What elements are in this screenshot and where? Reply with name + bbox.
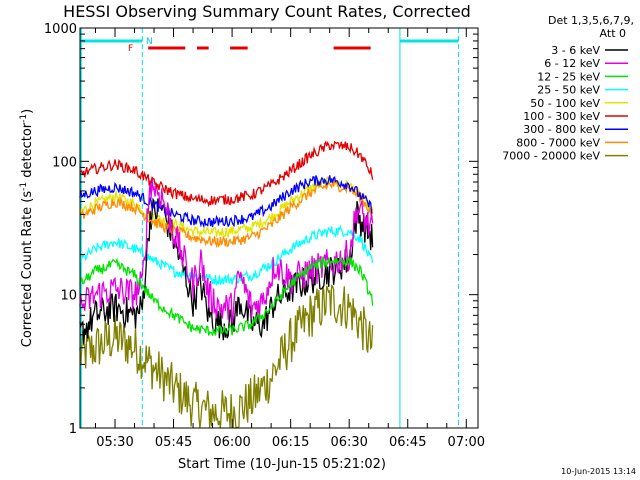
y-axis-label: Corrected Count Rate (s-1 detector-1) xyxy=(19,109,35,347)
legend-label-4: 50 - 100 keV xyxy=(530,97,600,110)
x-tick-label-1: 05:45 xyxy=(155,435,192,450)
series-line-5 xyxy=(79,255,374,336)
y-axis-label-end: ) xyxy=(20,109,35,114)
x-tick-label-4: 06:30 xyxy=(330,435,367,450)
series-line-6 xyxy=(79,177,374,324)
plot-frame xyxy=(79,27,479,429)
y-axis-label-mid: detector xyxy=(20,122,35,182)
legend-header-1: Det 1,3,5,6,7,9, xyxy=(548,14,634,27)
y-axis-label-sup2: -1 xyxy=(19,114,29,123)
y-tick-label-3: 1000 xyxy=(44,22,77,37)
plot-axes: 1 10 100 1000 05:30 05:45 06:00 06:15 06:30 06:45… xyxy=(44,22,485,450)
night-flag-label: N xyxy=(146,37,153,47)
flare-flag-label: F xyxy=(128,44,133,54)
x-tick-label-0: 05:30 xyxy=(96,435,133,450)
legend-label-1: 6 - 12 keV xyxy=(544,57,600,70)
legend-header-2: Att 0 xyxy=(600,27,626,40)
legend-label-5: 100 - 300 keV xyxy=(523,110,600,123)
legend-label-0: 3 - 6 keV xyxy=(551,44,600,57)
chart-title: HESSI Observing Summary Count Rates, Cor… xyxy=(63,2,471,21)
y-axis-label-sup: -1 xyxy=(19,182,29,191)
legend-label-7: 800 - 7000 keV xyxy=(516,136,600,149)
y-tick-label-0: 1 xyxy=(69,422,77,437)
legend-label-6: 300 - 800 keV xyxy=(523,123,600,136)
x-tick-label-6: 07:00 xyxy=(448,435,485,450)
y-tick-label-2: 100 xyxy=(52,155,77,170)
x-tick-label-3: 06:15 xyxy=(272,435,309,450)
legend-label-3: 25 - 50 keV xyxy=(537,84,600,97)
series-line-1 xyxy=(79,175,373,229)
x-tick-label-5: 06:45 xyxy=(389,435,426,450)
y-axis-label-main: Corrected Count Rate (s xyxy=(20,191,35,348)
y-tick-label-1: 10 xyxy=(60,289,77,304)
date-stamp: 10-Jun-2015 13:14 xyxy=(561,467,636,476)
series-line-0 xyxy=(79,140,374,208)
series-line-4 xyxy=(79,224,374,287)
legend-label-2: 12 - 25 keV xyxy=(537,70,600,83)
x-axis-label: Start Time (10-Jun-15 05:21:02) xyxy=(178,457,386,472)
legend-label-8: 7000 - 20000 keV xyxy=(502,150,600,163)
series-lines xyxy=(79,140,374,430)
series-line-8 xyxy=(79,284,374,430)
x-tick-label-2: 06:00 xyxy=(213,435,250,450)
series-line-3 xyxy=(79,179,374,249)
series-line-7 xyxy=(79,197,374,345)
